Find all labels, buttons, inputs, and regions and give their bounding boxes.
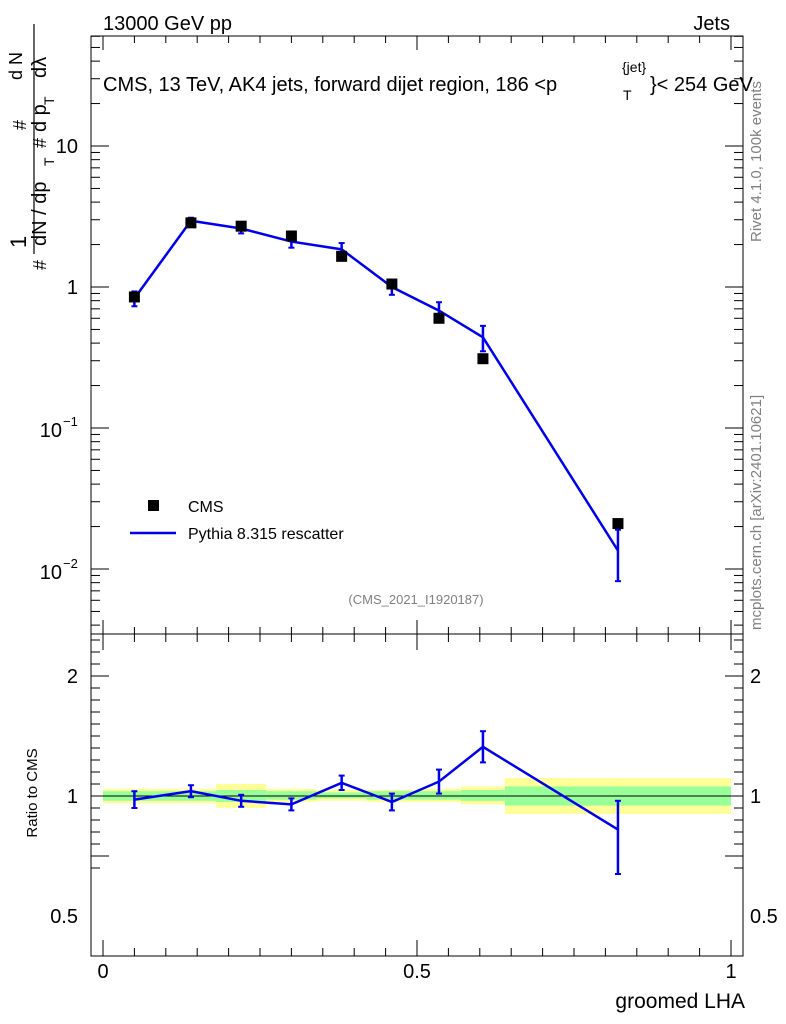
ratio-ytick-2-left: 2 bbox=[67, 666, 78, 688]
ytick-label-0.1-exp: −1 bbox=[63, 414, 78, 429]
data-point bbox=[336, 250, 348, 262]
svg-text:d p: d p bbox=[29, 104, 51, 132]
ratio-ytick-0.5-right: 0.5 bbox=[750, 906, 778, 928]
data-point bbox=[128, 291, 140, 303]
ratio-ytick-1-left: 1 bbox=[67, 786, 78, 808]
svg-text:dN / dp: dN / dp bbox=[29, 182, 51, 246]
svg-text:T: T bbox=[41, 96, 57, 105]
ytick-label-0.01: 10 bbox=[40, 562, 62, 584]
legend-mc-label: Pythia 8.315 rescatter bbox=[188, 526, 344, 543]
data-point bbox=[386, 278, 398, 290]
svg-text:1: 1 bbox=[6, 236, 31, 248]
header-right: Jets bbox=[693, 13, 730, 35]
svg-text:N: N bbox=[6, 52, 26, 65]
legend-data-label: CMS bbox=[188, 499, 224, 516]
ratio-band-inner bbox=[417, 791, 461, 800]
main-panel-frame bbox=[90, 35, 744, 635]
data-point bbox=[185, 217, 197, 229]
ratio-data-layer bbox=[131, 730, 621, 875]
plot-title-sub: T bbox=[623, 87, 632, 103]
ratio-band-inner bbox=[266, 791, 317, 800]
ratio-band-inner bbox=[460, 790, 505, 801]
svg-text:#: # bbox=[30, 138, 50, 148]
plot-title-tail: }< 254 GeV bbox=[650, 74, 754, 96]
ratio-ytick-2-right: 2 bbox=[750, 666, 761, 688]
ytick-label-0.1: 10 bbox=[40, 420, 62, 442]
ytick-label-10: 10 bbox=[56, 136, 78, 158]
svg-text:T: T bbox=[41, 157, 57, 166]
data-point bbox=[285, 230, 297, 242]
main-ticks bbox=[91, 35, 743, 634]
ratio-y-axis-label: Ratio to CMS bbox=[24, 748, 41, 837]
legend-data-marker bbox=[148, 500, 159, 511]
plot-title: CMS, 13 TeV, AK4 jets, forward dijet reg… bbox=[103, 74, 557, 96]
rivet-label: Rivet 4.1.0, 100k events bbox=[748, 81, 765, 242]
analysis-id: (CMS_2021_I1920187) bbox=[348, 592, 483, 607]
mcplots-label: mcplots.cern.ch [arXiv:2401.10621] bbox=[748, 395, 765, 630]
svg-text:d: d bbox=[6, 70, 26, 80]
ratio-ytick-1-right: 1 bbox=[750, 786, 761, 808]
ytick-label-0.01-exp: −2 bbox=[63, 556, 78, 571]
ratio-band-inner bbox=[316, 792, 367, 799]
svg-text:dλ: dλ bbox=[29, 57, 51, 78]
main-data-layer bbox=[128, 216, 624, 583]
ratio-ytick-0.5-left: 0.5 bbox=[50, 906, 78, 928]
main-y-axis-label: # 1 dN / dp T # # d p T d N dλ bbox=[6, 24, 57, 270]
data-point bbox=[477, 353, 489, 365]
xtick-label-1: 1 bbox=[725, 961, 736, 983]
xtick-label-0.5: 0.5 bbox=[403, 961, 431, 983]
ratio-ticks bbox=[91, 634, 743, 956]
data-point bbox=[433, 312, 445, 324]
svg-text:#: # bbox=[30, 260, 50, 270]
ytick-label-1: 1 bbox=[67, 277, 78, 299]
header-left: 13000 GeV pp bbox=[103, 13, 232, 35]
data-point bbox=[612, 518, 624, 530]
data-point bbox=[235, 220, 247, 232]
xtick-label-0: 0 bbox=[97, 961, 108, 983]
svg-text:#: # bbox=[10, 120, 30, 130]
plot-title-sup: {jet} bbox=[622, 59, 646, 75]
x-axis-label: groomed LHA bbox=[615, 990, 745, 1013]
